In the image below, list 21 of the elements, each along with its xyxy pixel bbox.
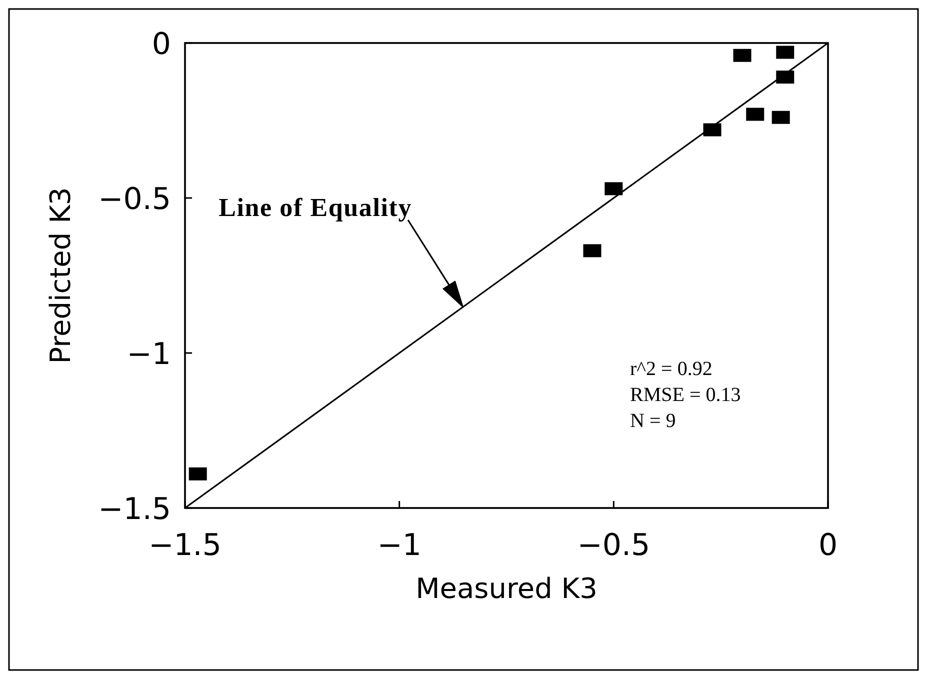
point: [733, 48, 752, 62]
x-tick-label: −0.5: [577, 528, 650, 563]
point: [583, 244, 602, 258]
point: [604, 182, 623, 196]
y-tick-label: 0: [152, 26, 171, 62]
x-tick-label: 0: [818, 528, 838, 563]
x-tick-label: −1: [377, 528, 422, 563]
point: [772, 110, 790, 124]
point: [776, 46, 794, 59]
point: [188, 467, 207, 480]
annotation: RMSE = 0.13: [630, 384, 741, 406]
x-tick-label: −1.5: [148, 528, 222, 563]
y-tick-label: −0.5: [98, 182, 171, 217]
y-axis-title: Predicted K3: [44, 187, 77, 364]
x-axis-title: Measured K3: [416, 572, 598, 605]
annotation: N = 9: [630, 410, 676, 432]
y-tick-label: −1.5: [98, 492, 171, 527]
point: [746, 108, 764, 121]
annotation: Line of Equality: [218, 193, 412, 222]
y-tick-label: −1: [126, 336, 171, 372]
annotation: r^2 = 0.92: [630, 358, 712, 380]
